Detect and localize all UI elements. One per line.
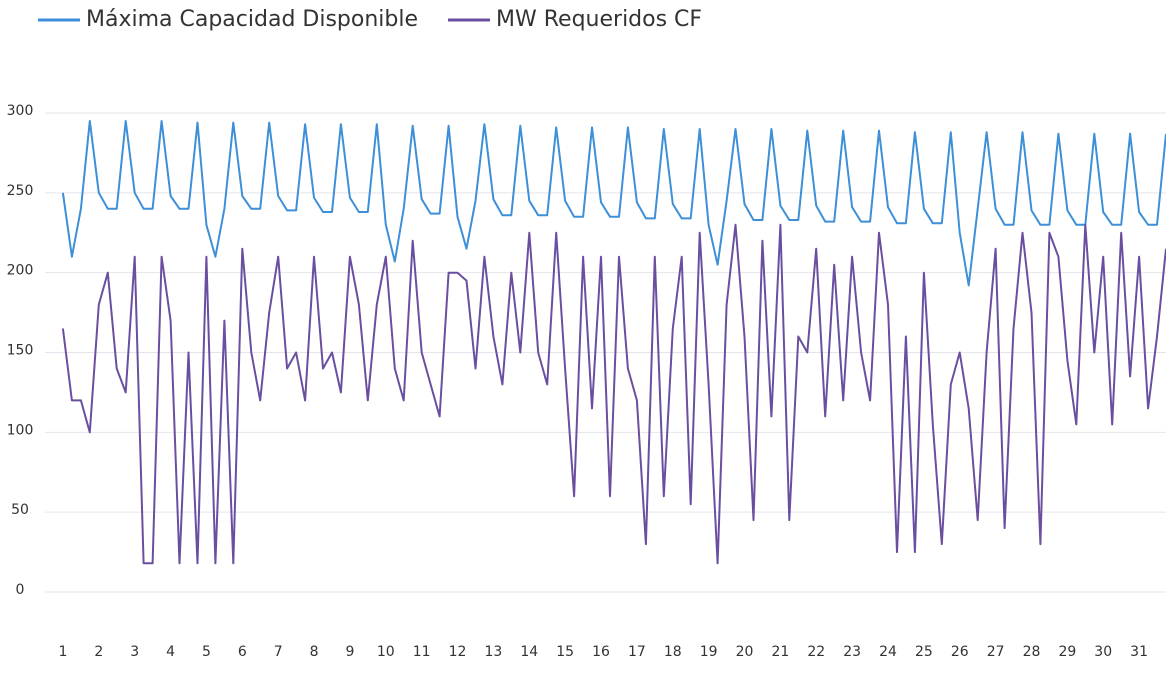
x-tick-label: 6 <box>238 644 247 660</box>
legend-label: Máxima Capacidad Disponible <box>86 7 418 32</box>
series-line <box>61 223 1166 565</box>
x-tick-label: 11 <box>413 644 431 660</box>
x-tick-label: 24 <box>879 644 897 660</box>
x-tick-label: 1 <box>58 644 67 660</box>
x-tick-label: 20 <box>736 644 754 660</box>
x-tick-label: 23 <box>843 644 861 660</box>
y-tick-label: 250 <box>7 183 34 199</box>
y-tick-label: 50 <box>11 502 29 518</box>
x-tick-label: 14 <box>520 644 538 660</box>
y-tick-label: 200 <box>7 263 34 279</box>
x-tick-label: 4 <box>166 644 175 660</box>
x-tick-label: 15 <box>556 644 574 660</box>
x-tick-label: 16 <box>592 644 610 660</box>
x-tick-label: 28 <box>1023 644 1041 660</box>
y-tick-label: 100 <box>7 422 34 438</box>
x-tick-label: 29 <box>1058 644 1076 660</box>
x-tick-label: 10 <box>377 644 395 660</box>
x-tick-label: 27 <box>987 644 1005 660</box>
y-tick-label: 300 <box>7 103 34 119</box>
x-tick-label: 31 <box>1130 644 1148 660</box>
x-tick-label: 26 <box>951 644 969 660</box>
x-tick-label: 19 <box>700 644 718 660</box>
x-tick-label: 18 <box>664 644 682 660</box>
series-line <box>61 120 1166 287</box>
x-tick-label: 8 <box>310 644 319 660</box>
x-tick-label: 9 <box>345 644 354 660</box>
x-tick-label: 17 <box>628 644 646 660</box>
y-tick-label: 0 <box>16 582 25 598</box>
x-tick-label: 21 <box>771 644 789 660</box>
y-tick-label: 150 <box>7 343 34 359</box>
x-tick-label: 22 <box>807 644 825 660</box>
x-tick-label: 13 <box>484 644 502 660</box>
legend-label: MW Requeridos CF <box>496 7 702 32</box>
x-tick-label: 3 <box>130 644 139 660</box>
x-tick-label: 30 <box>1094 644 1112 660</box>
x-tick-label: 25 <box>915 644 933 660</box>
x-tick-label: 2 <box>94 644 103 660</box>
x-tick-label: 12 <box>449 644 467 660</box>
x-tick-label: 7 <box>274 644 283 660</box>
x-tick-label: 5 <box>202 644 211 660</box>
